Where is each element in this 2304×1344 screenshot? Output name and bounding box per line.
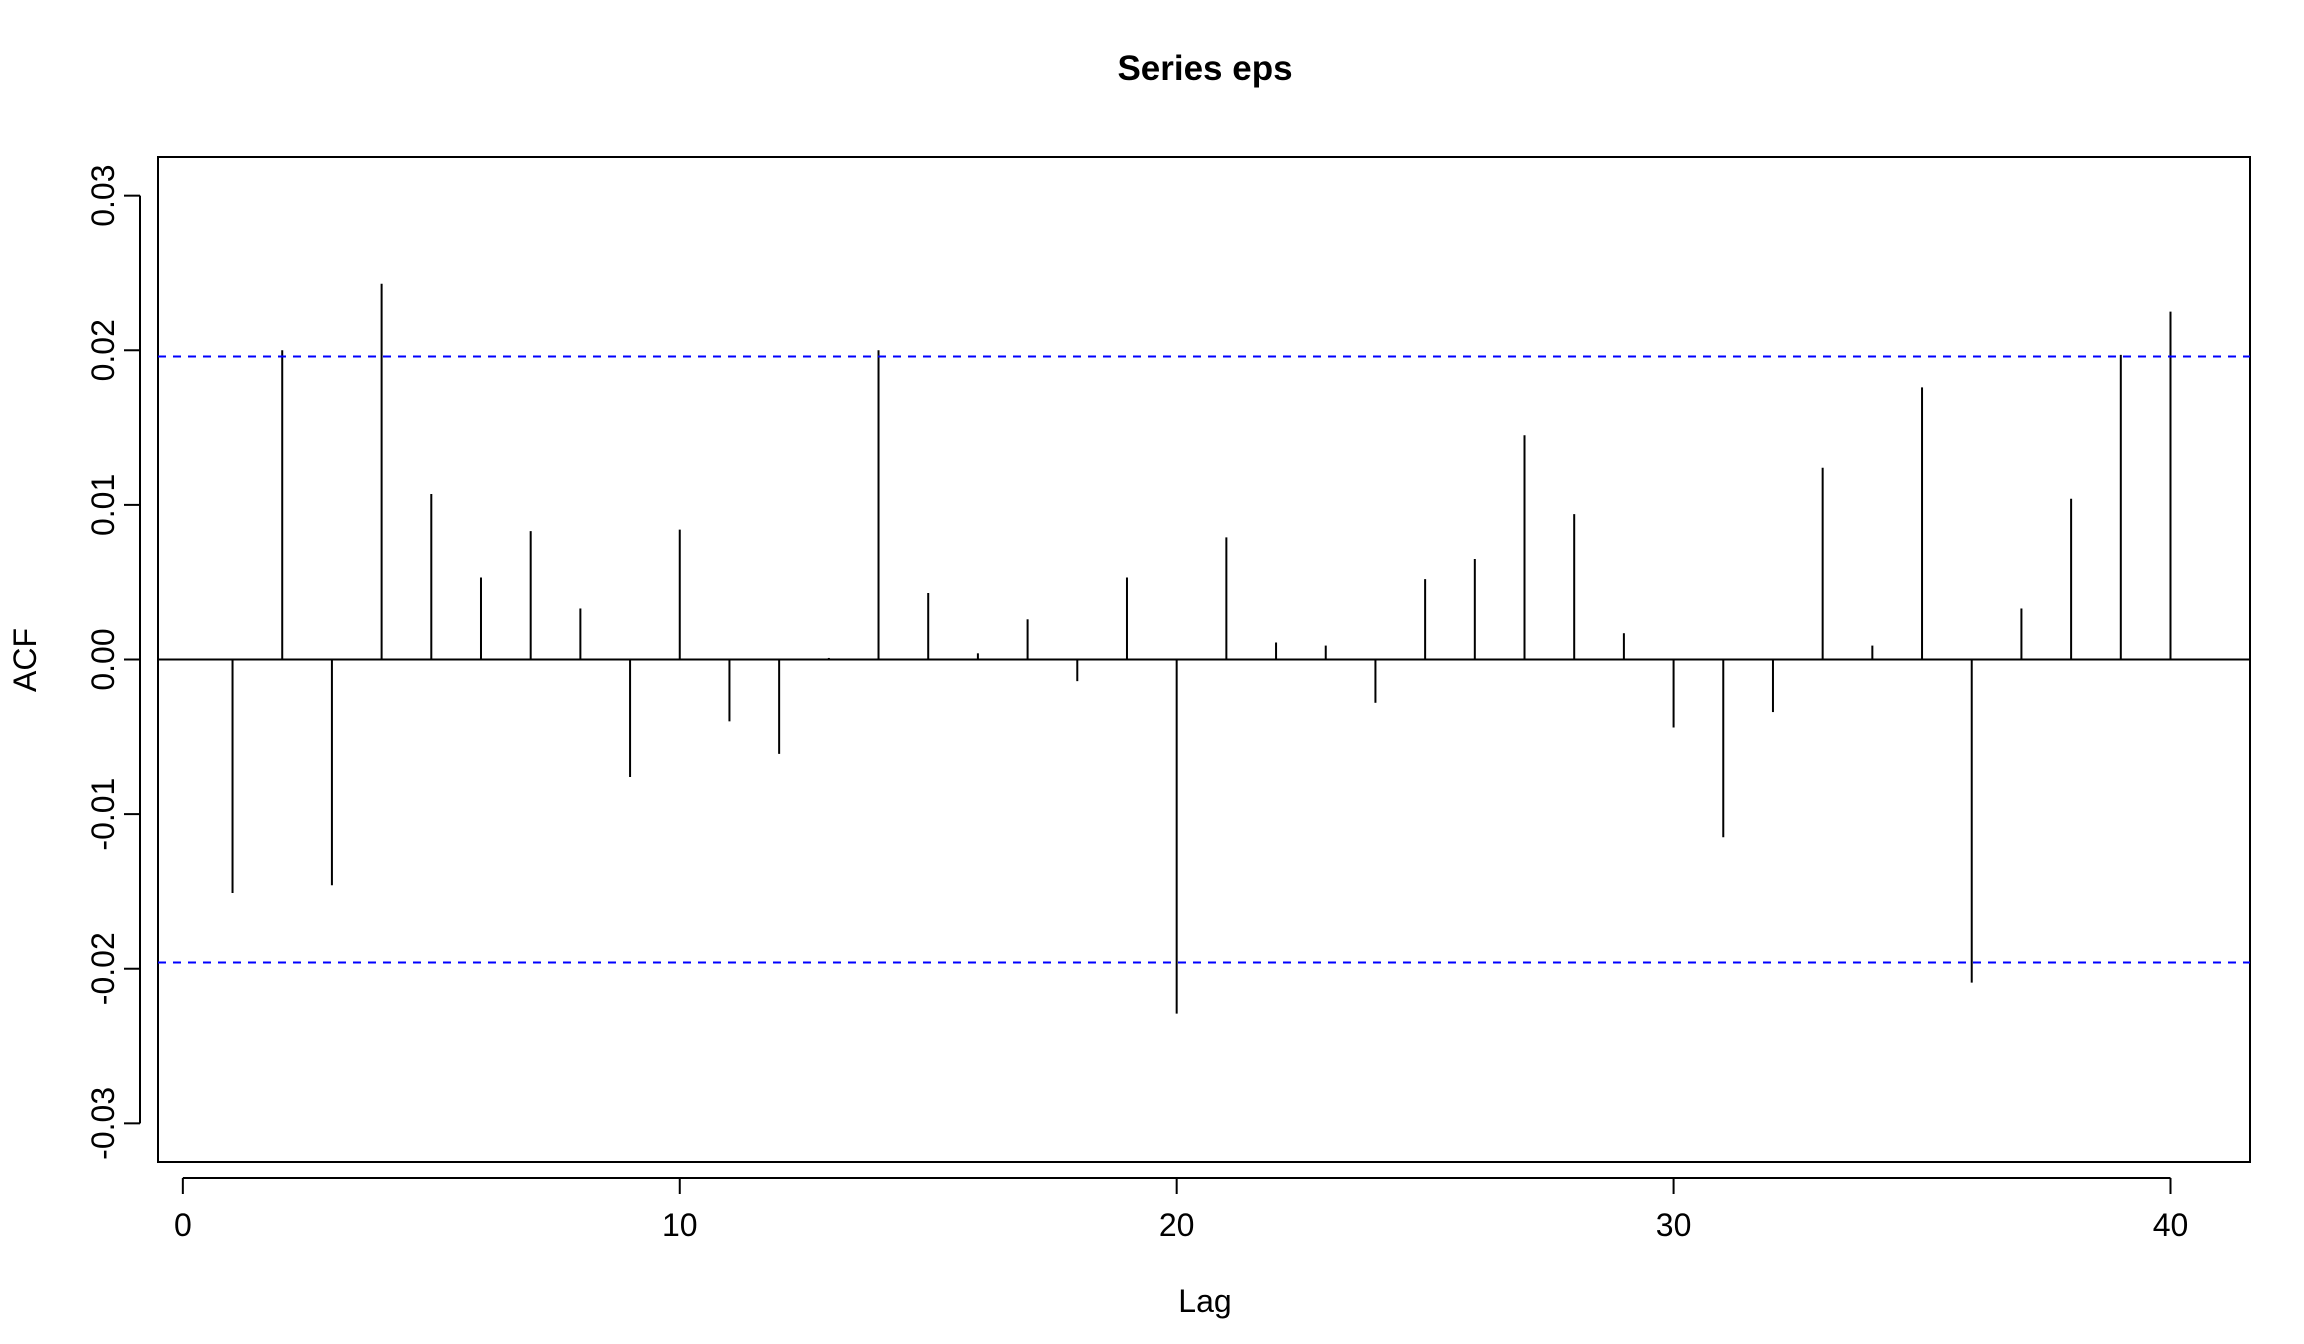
y-tick-label: -0.03 bbox=[85, 1087, 121, 1160]
chart-title: Series eps bbox=[1117, 49, 1292, 88]
x-axis-label: Lag bbox=[1178, 1283, 1231, 1319]
x-tick-label: 20 bbox=[1159, 1207, 1195, 1243]
y-axis-label: ACF bbox=[7, 628, 43, 692]
y-tick-label: 0.00 bbox=[85, 628, 121, 690]
x-tick-label: 40 bbox=[2153, 1207, 2189, 1243]
acf-bars bbox=[158, 283, 2250, 1014]
x-tick-label: 0 bbox=[174, 1207, 192, 1243]
y-tick-label: -0.02 bbox=[85, 932, 121, 1005]
confidence-bounds bbox=[158, 355, 2250, 964]
y-tick-label: 0.01 bbox=[85, 474, 121, 536]
y-axis: -0.03 -0.02 -0.01 0.00 0.01 0.02 0.03 bbox=[85, 165, 141, 1160]
y-tick-label: 0.02 bbox=[85, 319, 121, 381]
y-tick-label: 0.03 bbox=[85, 165, 121, 227]
x-axis: 0 10 20 30 40 bbox=[174, 1177, 2189, 1243]
x-tick-label: 30 bbox=[1656, 1207, 1692, 1243]
y-tick-label: -0.01 bbox=[85, 778, 121, 851]
x-tick-label: 10 bbox=[662, 1207, 698, 1243]
